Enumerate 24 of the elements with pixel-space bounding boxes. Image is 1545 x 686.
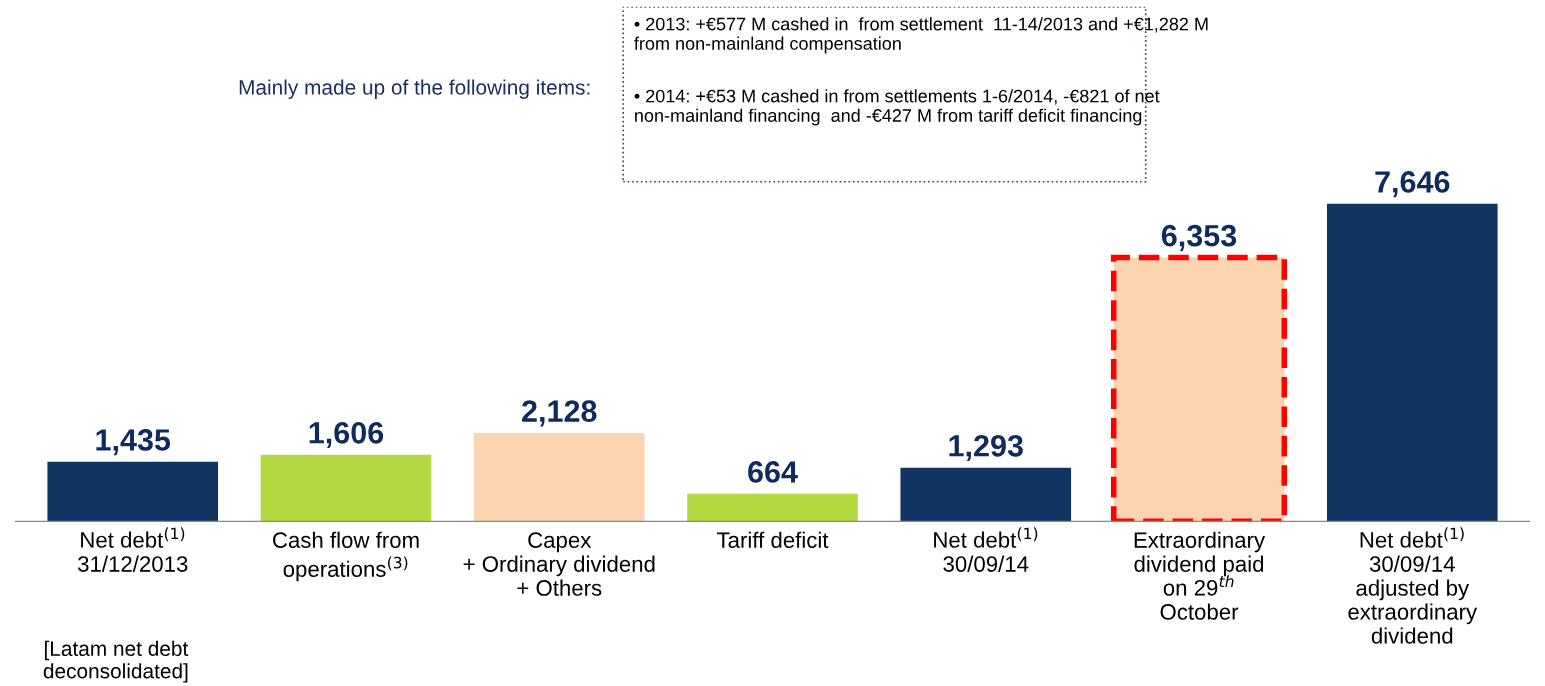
- x-tick-label: Net debt$^{(1)}$ 30/09/14 adjusted by extraordinary dividend: [1348, 527, 1478, 644]
- x-tick-label: Net debt$^{(1)}$ 30/09/14: [934, 527, 1038, 572]
- data-label: 1,606: [309, 421, 384, 449]
- data-label: 7,646: [1375, 171, 1450, 198]
- text: [Latam net debt deconsolidated]: [43, 640, 189, 683]
- x-tick-label: Net debt$^{(1)}$ 31/12/2013: [77, 527, 188, 572]
- data-label: 1,293: [949, 434, 1023, 462]
- bar: [1326, 203, 1498, 522]
- bar: [687, 493, 858, 522]
- data-label: 2,128: [522, 400, 597, 427]
- x-tick-label: Capex + Ordinary dividend + Others: [463, 532, 655, 596]
- text: • 2013: +€577 M cashed in from settlement 11-14/2013 and +€1,282 M from non-mainland compensation: [634, 17, 1208, 54]
- text: Mainly made up of the following items:: [239, 79, 590, 99]
- data-label: 6,353: [1161, 224, 1237, 251]
- bar: [260, 454, 432, 522]
- bar: [473, 432, 645, 522]
- text: • 2014: +€53 M cashed in from settlements 1-6/2014, -€821 of net non-mainland financing and -€427 M from tariff deficit financing: [634, 89, 1160, 126]
- data-label: 1,435: [96, 429, 171, 456]
- x-tick-label: Tariff deficit: [717, 531, 829, 548]
- bar: [900, 467, 1072, 522]
- bar: [47, 461, 219, 522]
- x-tick-label: Extraordinary dividend paid on 29$^{th}$ October: [1134, 531, 1266, 620]
- data-label: 664: [748, 461, 798, 483]
- x-tick-label: Cash flow from operations$^{(3)}$: [273, 531, 419, 582]
